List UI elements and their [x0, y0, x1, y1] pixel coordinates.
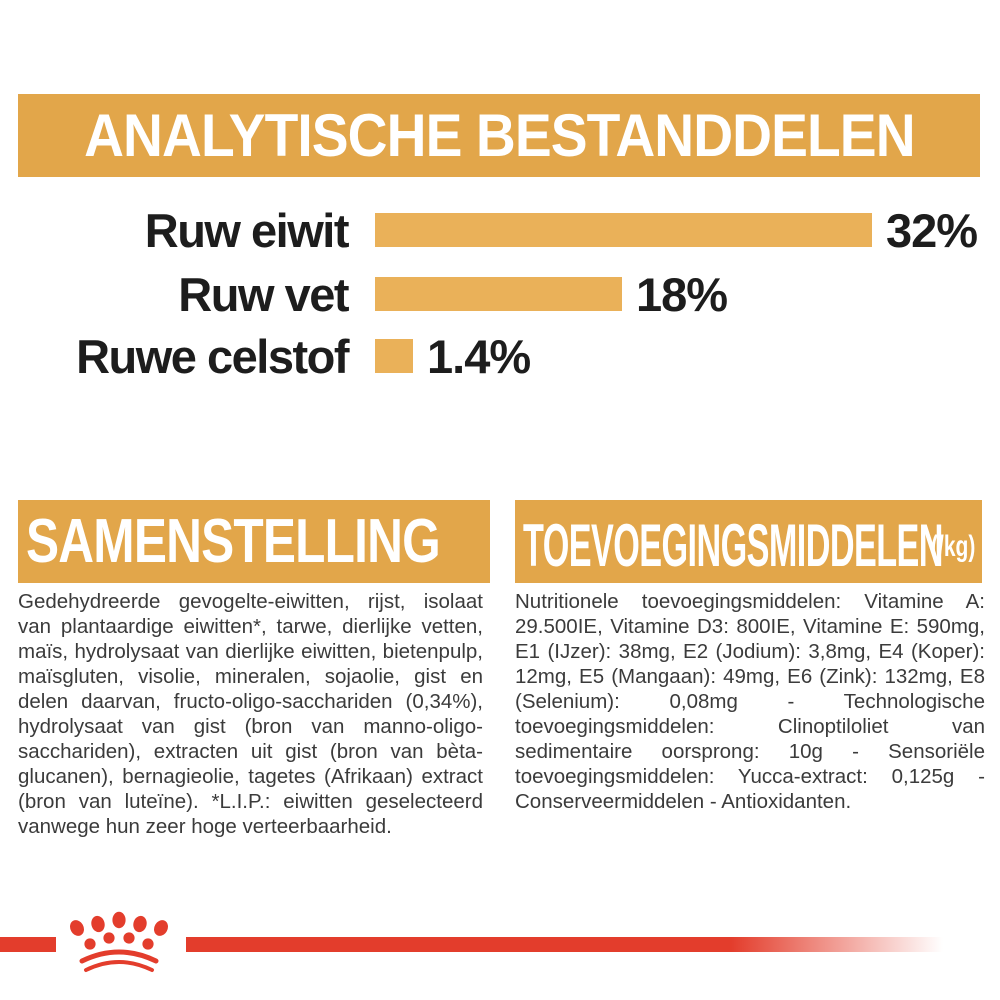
chart-category-label: Ruwe celstof	[76, 329, 349, 383]
royal-canin-crown-icon	[70, 911, 168, 972]
additives-section-title: TOEVOEGINGSMIDDELEN	[523, 512, 943, 579]
composition-section-title: SAMENSTELLING	[26, 507, 441, 576]
chart-value-label: 32%	[886, 203, 978, 257]
chart-bar	[375, 277, 622, 311]
chart-row: Ruwe celstof 1.4%	[0, 330, 1000, 383]
additives-text: Nutritionele toevoegingsmiddelen: Vitami…	[515, 590, 985, 813]
chart-bar	[375, 213, 872, 247]
chart-row: Ruw eiwit 32%	[0, 204, 1000, 257]
brand-divider-line-right	[186, 937, 943, 952]
brand-divider-line-left	[0, 937, 56, 952]
chart-category-label: Ruw vet	[178, 267, 349, 321]
chart-value-label: 1.4%	[427, 329, 531, 383]
chart-bar	[375, 339, 413, 373]
analytics-section-header: ANALYTISCHE BESTANDDELEN	[18, 94, 980, 177]
additives-section-header: TOEVOEGINGSMIDDELEN (/kg)	[515, 500, 982, 583]
composition-text: Gedehydreerde gevogelte-eiwitten, rijst,…	[18, 590, 483, 838]
chart-value-label: 18%	[636, 267, 728, 321]
additives-per-kg-label: (/kg)	[931, 530, 976, 563]
chart-category-label: Ruw eiwit	[144, 203, 350, 257]
analytics-section-title: ANALYTISCHE BESTANDDELEN	[83, 102, 915, 169]
composition-section-header: SAMENSTELLING	[18, 500, 490, 583]
chart-row: Ruw vet 18%	[0, 268, 1000, 321]
